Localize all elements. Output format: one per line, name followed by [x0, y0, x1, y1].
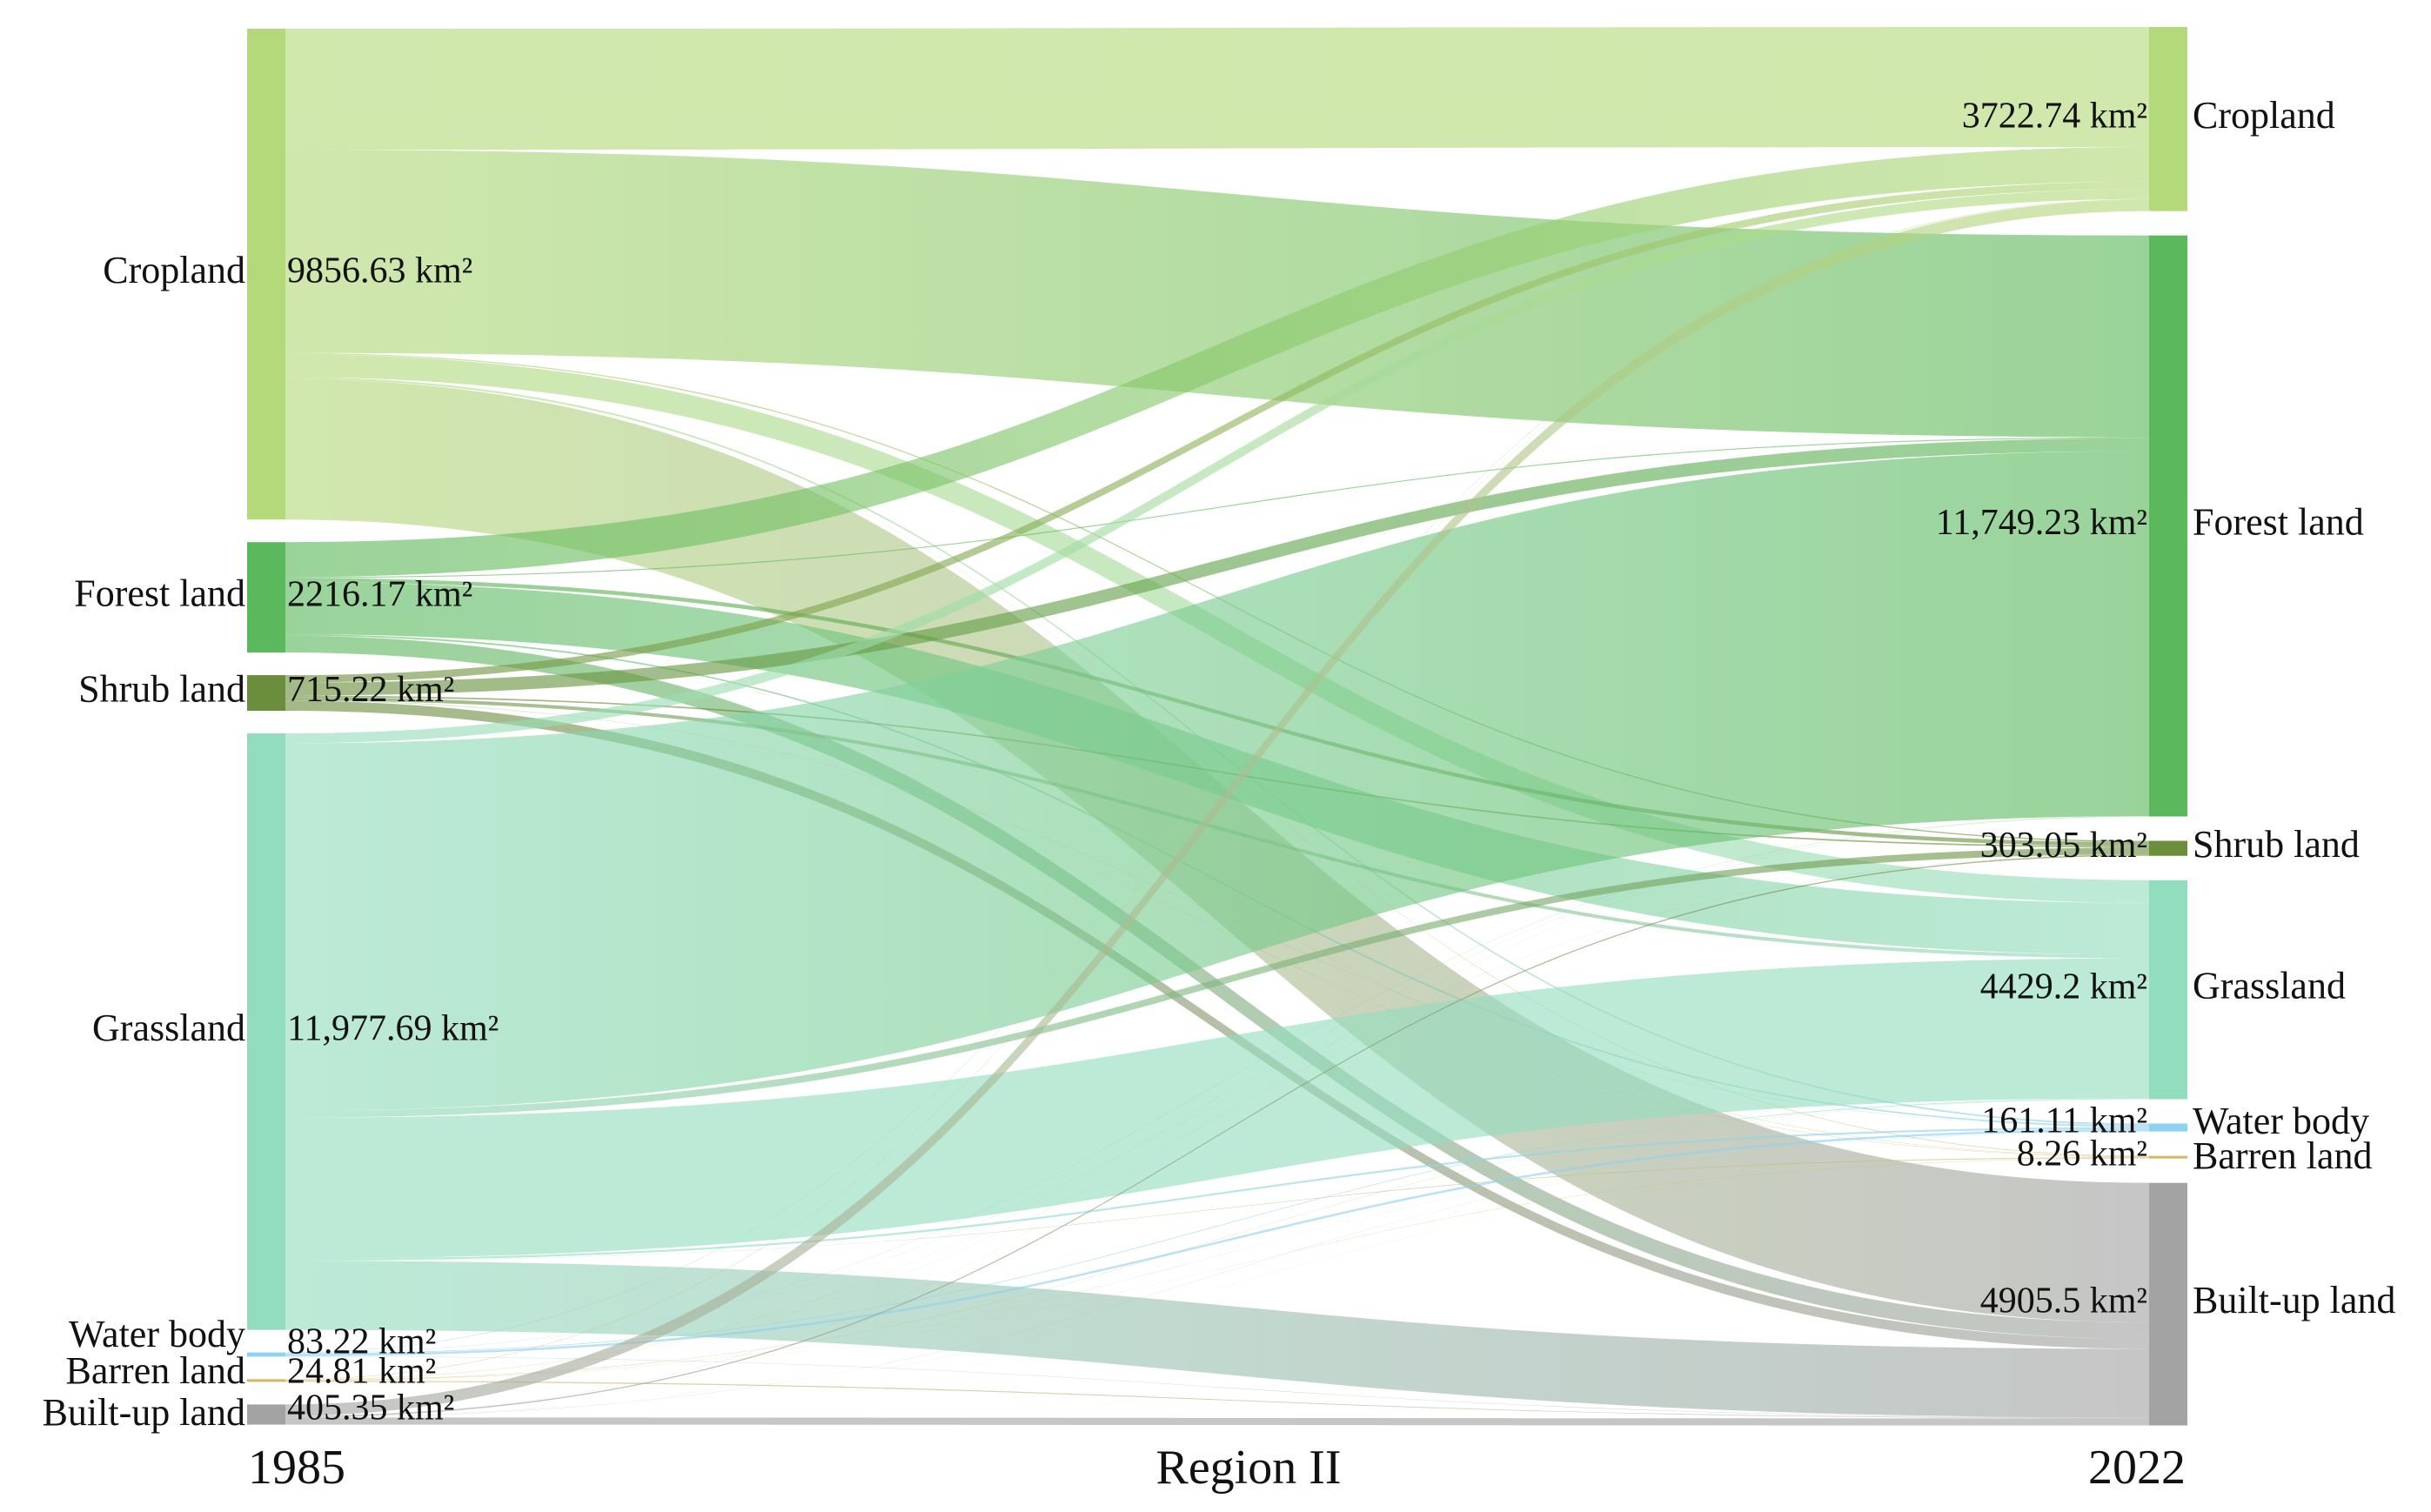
flow-barren-to-shrub [285, 854, 2149, 1381]
left-node-value-forest: 2216.17 km² [287, 574, 472, 614]
column-label-right: 2022 [2088, 1441, 2186, 1495]
left-node-barren [247, 1379, 285, 1382]
flow-water-to-shrub [285, 854, 2149, 1354]
flow-built-to-shrub [285, 854, 2149, 1418]
flow-water-to-forest [285, 815, 2149, 1354]
flow-shrub-to-built [285, 700, 2149, 1349]
flow-built-to-grass [285, 1099, 2149, 1418]
right-node-grass [2149, 880, 2187, 1100]
left-node-value-shrub: 715.22 km² [287, 670, 454, 710]
left-node-value-built: 405.35 km² [287, 1388, 454, 1428]
right-node-built [2149, 1182, 2187, 1426]
right-node-value-built: 4905.5 km² [1980, 1281, 2147, 1321]
flow-grass-to-barren [285, 1157, 2149, 1261]
right-node-value-cropland: 3722.74 km² [1962, 96, 2147, 136]
left-node-grass [247, 733, 285, 1330]
right-node-water [2149, 1123, 2187, 1132]
flow-forest-to-forest [285, 437, 2149, 579]
flow-built-to-water [285, 1131, 2149, 1418]
flow-cropland-to-forest [285, 150, 2149, 438]
right-node-shrub [2149, 840, 2187, 856]
right-node-name-grass: Grassland [2193, 965, 2346, 1007]
flow-barren-to-built [285, 1381, 2149, 1419]
flow-cropland-to-cropland [285, 27, 2149, 151]
right-node-cropland [2149, 27, 2187, 211]
column-label-left: 1985 [248, 1441, 345, 1495]
left-node-name-built: Built-up land [43, 1391, 245, 1434]
flow-built-to-barren [285, 1158, 2149, 1418]
right-node-value-grass: 4429.2 km² [1980, 967, 2147, 1007]
flow-forest-to-built [285, 635, 2149, 1340]
flow-built-to-built [285, 1417, 2149, 1426]
flow-barren-to-water [285, 1131, 2149, 1381]
flow-grass-to-forest [285, 451, 2149, 1111]
flow-grass-to-shrub [285, 847, 2149, 1118]
flow-barren-to-grass [285, 1099, 2149, 1381]
left-node-water [247, 1352, 285, 1357]
flow-shrub-to-cropland [285, 181, 2149, 683]
right-node-value-barren: 8.26 km² [2017, 1134, 2147, 1174]
chart-title: Region II [1155, 1441, 1341, 1495]
left-node-name-shrub: Shrub land [78, 668, 245, 711]
left-node-built [247, 1404, 285, 1425]
flow-built-to-forest [285, 816, 2149, 1416]
right-node-name-shrub: Shrub land [2193, 823, 2360, 866]
flow-built-to-cropland [285, 199, 2149, 1416]
right-node-name-built: Built-up land [2193, 1279, 2395, 1321]
right-node-name-barren: Barren land [2193, 1134, 2372, 1177]
flow-barren-to-barren [285, 1158, 2149, 1382]
left-node-name-barren: Barren land [66, 1349, 245, 1392]
right-node-name-cropland: Cropland [2193, 94, 2335, 137]
right-node-value-shrub: 303.05 km² [1980, 826, 2147, 866]
flow-water-to-built [285, 1355, 2149, 1418]
left-node-name-grass: Grassland [92, 1007, 245, 1049]
node-labels: Cropland 9856.63 km² Forest land 2216.17 km… [43, 94, 2396, 1434]
left-node-value-water: 83.22 km² [287, 1322, 436, 1362]
flow-barren-to-forest [285, 816, 2149, 1381]
right-node-value-forest: 11,749.23 km² [1936, 503, 2147, 543]
left-node-name-water: Water body [69, 1313, 245, 1355]
left-node-forest [247, 542, 285, 653]
left-node-value-barren: 24.81 km² [287, 1352, 436, 1392]
flow-grass-to-water [285, 1127, 2149, 1261]
left-node-shrub [247, 675, 285, 711]
left-node-value-cropland: 9856.63 km² [287, 251, 472, 291]
left-node-name-forest: Forest land [74, 572, 245, 615]
flow-water-to-grass [285, 1098, 2149, 1355]
flow-barren-to-cropland [285, 199, 2149, 1380]
right-node-barren [2149, 1155, 2187, 1159]
right-node-forest [2149, 235, 2187, 817]
right-node-name-water: Water body [2193, 1100, 2369, 1142]
flow-grass-to-grass [285, 958, 2149, 1259]
flow-forest-to-cropland [285, 147, 2149, 578]
left-node-cropland [247, 29, 285, 520]
flow-links [285, 27, 2149, 1426]
flow-water-to-cropland [285, 198, 2149, 1354]
right-node-name-forest: Forest land [2193, 501, 2364, 544]
left-node-value-grass: 11,977.69 km² [287, 1008, 499, 1048]
land-class-nodes [247, 27, 2187, 1426]
flow-shrub-to-forest [285, 438, 2149, 696]
flow-water-to-water [285, 1128, 2149, 1356]
flow-grass-to-cropland [285, 189, 2149, 744]
left-node-name-cropland: Cropland [103, 249, 245, 291]
right-node-value-water: 161.11 km² [1981, 1101, 2147, 1141]
flow-grass-to-built [285, 1261, 2149, 1418]
